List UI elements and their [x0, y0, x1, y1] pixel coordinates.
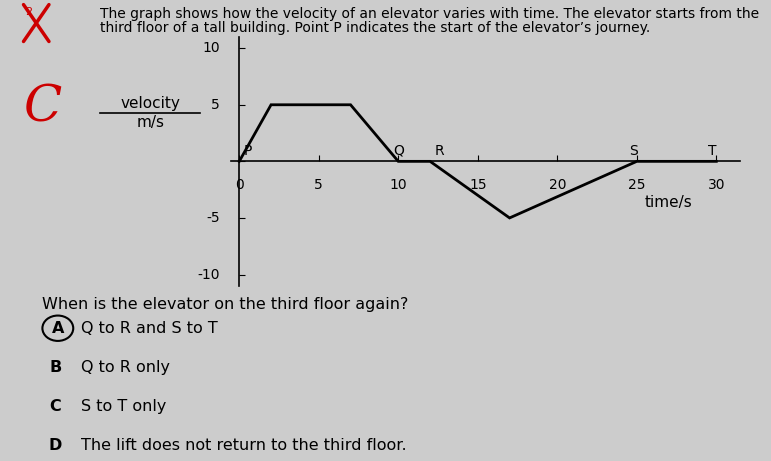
Text: third floor of a tall building. Point P indicates the start of the elevator’s jo: third floor of a tall building. Point P …: [100, 21, 651, 35]
Text: -5: -5: [207, 211, 221, 225]
Text: Q: Q: [393, 144, 404, 158]
Text: 2: 2: [25, 7, 32, 17]
Text: time/s: time/s: [645, 195, 692, 210]
Text: C: C: [23, 83, 62, 132]
Text: 20: 20: [548, 178, 566, 192]
Text: C: C: [49, 399, 62, 414]
Text: velocity: velocity: [120, 95, 180, 111]
Text: 10: 10: [389, 178, 407, 192]
Text: P: P: [244, 144, 252, 158]
Text: 5: 5: [211, 98, 221, 112]
Text: m/s: m/s: [136, 115, 164, 130]
Text: T: T: [709, 144, 717, 158]
Text: 30: 30: [708, 178, 725, 192]
Text: When is the elevator on the third floor again?: When is the elevator on the third floor …: [42, 297, 409, 313]
Text: The lift does not return to the third floor.: The lift does not return to the third fl…: [81, 438, 406, 453]
Text: 15: 15: [469, 178, 487, 192]
Text: Q to R only: Q to R only: [81, 360, 170, 375]
Text: S to T only: S to T only: [81, 399, 167, 414]
Text: A: A: [52, 321, 64, 336]
Text: Q to R and S to T: Q to R and S to T: [81, 321, 217, 336]
Text: 5: 5: [315, 178, 323, 192]
Text: 10: 10: [203, 41, 221, 55]
Text: -10: -10: [197, 267, 221, 282]
Text: B: B: [49, 360, 62, 375]
Text: S: S: [629, 144, 638, 158]
Text: The graph shows how the velocity of an elevator varies with time. The elevator s: The graph shows how the velocity of an e…: [100, 7, 759, 21]
Text: D: D: [49, 438, 62, 453]
Text: 25: 25: [628, 178, 645, 192]
Text: 0: 0: [235, 178, 244, 192]
Text: R: R: [435, 144, 444, 158]
